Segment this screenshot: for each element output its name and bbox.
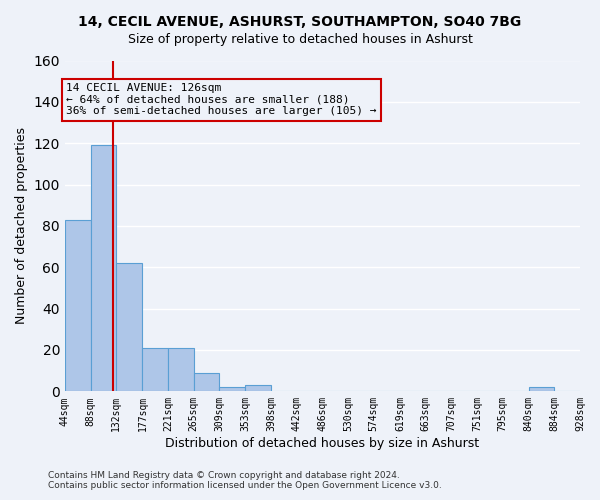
X-axis label: Distribution of detached houses by size in Ashurst: Distribution of detached houses by size … [166, 437, 479, 450]
Text: 14, CECIL AVENUE, ASHURST, SOUTHAMPTON, SO40 7BG: 14, CECIL AVENUE, ASHURST, SOUTHAMPTON, … [79, 15, 521, 29]
Text: Contains HM Land Registry data © Crown copyright and database right 2024.
Contai: Contains HM Land Registry data © Crown c… [48, 470, 442, 490]
Text: 14 CECIL AVENUE: 126sqm
← 64% of detached houses are smaller (188)
36% of semi-d: 14 CECIL AVENUE: 126sqm ← 64% of detache… [66, 83, 377, 116]
Bar [168, 348, 194, 392]
Bar [529, 387, 554, 392]
Bar [245, 385, 271, 392]
Bar [65, 220, 91, 392]
Y-axis label: Number of detached properties: Number of detached properties [15, 128, 28, 324]
Bar [220, 387, 245, 392]
Bar [116, 263, 142, 392]
Bar [91, 146, 116, 392]
Bar [142, 348, 168, 392]
Bar [194, 372, 220, 392]
Text: Size of property relative to detached houses in Ashurst: Size of property relative to detached ho… [128, 32, 472, 46]
